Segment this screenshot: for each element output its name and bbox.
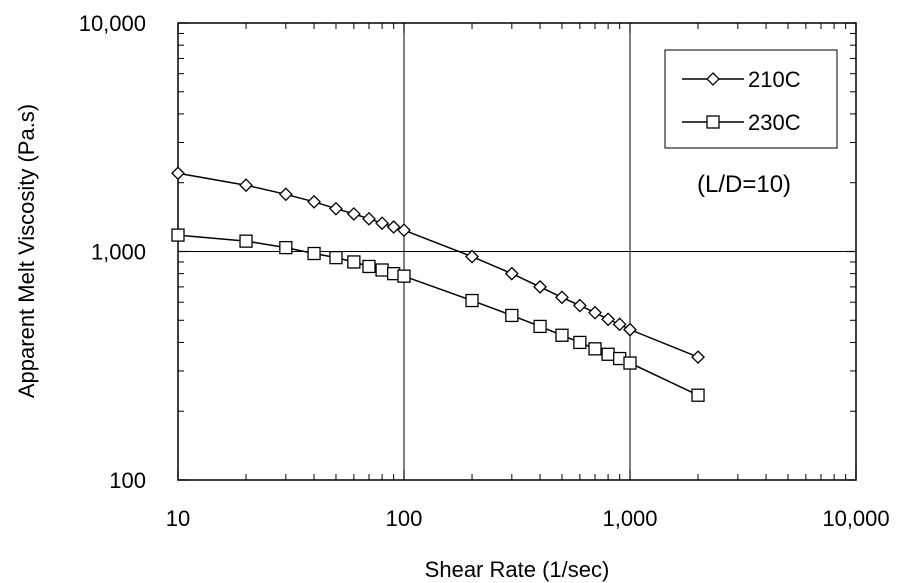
data-point <box>239 178 253 193</box>
y-tick-label: 100 <box>109 468 146 493</box>
x-tick-label: 1,000 <box>602 506 657 531</box>
legend-label: 210C <box>748 67 801 92</box>
series-line <box>177 234 699 396</box>
series-0 <box>171 166 705 365</box>
data-point <box>504 266 519 281</box>
data-point <box>171 166 185 181</box>
plot-frame <box>177 22 857 481</box>
data-point <box>346 207 361 221</box>
x-tick-label: 10,000 <box>822 506 889 531</box>
data-point <box>397 223 411 238</box>
data-point <box>533 279 547 294</box>
data-point <box>375 263 389 277</box>
data-point <box>505 308 519 323</box>
data-point <box>171 228 185 242</box>
series-1 <box>171 228 705 402</box>
data-point <box>397 269 411 283</box>
data-point <box>555 290 569 305</box>
data-point <box>588 342 602 356</box>
data-point <box>465 293 479 308</box>
data-point <box>573 335 587 350</box>
legend-marker <box>706 115 720 129</box>
data-point <box>307 246 321 261</box>
data-point <box>239 234 253 248</box>
legend-item: 230C <box>682 110 801 135</box>
legend-label: 230C <box>748 110 801 135</box>
data-point <box>329 201 343 216</box>
legend-marker <box>706 72 720 86</box>
data-point <box>572 298 587 313</box>
x-axis-title: Shear Rate (1/sec) <box>425 557 610 582</box>
data-point <box>691 350 705 365</box>
y-axis-title: Apparent Melt Viscosity (Pa.s) <box>14 104 39 398</box>
data-point <box>329 250 343 265</box>
data-point <box>533 319 547 334</box>
data-point <box>601 312 616 327</box>
x-tick-label: 10 <box>166 506 190 531</box>
data-point <box>588 305 602 320</box>
tick-labels: 10 100 1,000 10,000 100 1,000 10,000 <box>79 11 890 531</box>
legend-item: 210C <box>682 67 801 92</box>
data-point <box>623 322 637 337</box>
data-point <box>386 220 401 234</box>
data-point <box>555 328 569 342</box>
legend: 210C 230C <box>664 49 838 149</box>
data-point <box>612 317 627 332</box>
legend-items: 210C 230C <box>682 67 801 135</box>
data-point <box>691 388 705 402</box>
y-tick-label: 10,000 <box>79 11 146 36</box>
chart-annotation: (L/D=10) <box>697 171 791 198</box>
data-point <box>465 249 479 264</box>
data-point <box>307 194 321 209</box>
data-point <box>347 255 361 269</box>
legend-box <box>664 49 838 149</box>
data-point <box>375 216 390 231</box>
x-tick-label: 100 <box>386 506 423 531</box>
data-point <box>623 356 637 370</box>
data-point <box>601 347 615 361</box>
y-tick-label: 1,000 <box>91 240 146 265</box>
data-point <box>362 259 376 274</box>
data-point <box>278 187 293 202</box>
data-point <box>279 240 293 255</box>
data-point <box>362 211 376 226</box>
series-layer <box>171 166 705 402</box>
